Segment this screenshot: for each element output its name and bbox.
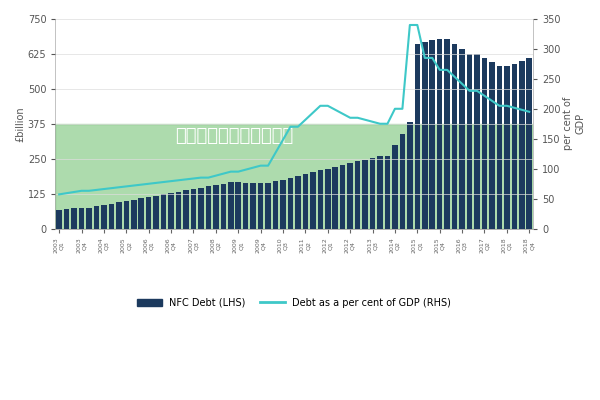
Y-axis label: £billion: £billion [15,106,25,142]
Bar [86,208,92,228]
Y-axis label: per cent of
GDP: per cent of GDP [563,97,585,150]
Bar [370,158,376,228]
Bar [176,192,181,228]
Bar [519,61,524,228]
Bar [183,190,189,228]
Bar [287,178,293,228]
Bar [340,165,346,228]
Bar [362,160,368,228]
Bar [355,161,361,228]
Bar [422,42,428,228]
Bar [526,58,532,228]
Bar [139,198,144,228]
Bar [474,54,480,228]
Bar [191,189,196,228]
Bar [332,167,338,228]
Bar [154,196,159,228]
Bar [250,183,256,228]
Bar [445,38,450,228]
Bar [161,194,166,228]
Bar [302,174,308,228]
Bar [109,204,114,228]
Bar [407,122,413,228]
Bar [280,180,286,228]
Bar [258,183,263,228]
Bar [512,64,517,228]
Bar [310,172,316,228]
Bar [243,183,248,228]
Text: 狮文化传承基地揭牌仪式: 狮文化传承基地揭牌仪式 [175,127,293,145]
Bar [452,44,457,228]
Bar [347,163,353,228]
Bar [206,186,211,228]
Bar [489,62,495,228]
Bar [228,182,233,228]
Bar [482,58,487,228]
Bar [497,66,502,228]
Bar [467,54,472,228]
Bar [392,145,398,228]
Text: 正规炒股配资网站 钟村街鸿翔学校举行青少年龙: 正规炒股配资网站 钟村街鸿翔学校举行青少年龙 [65,106,297,124]
Bar [459,49,465,228]
Bar [273,182,278,228]
Bar [437,38,442,228]
Bar [430,40,435,228]
Bar [385,156,390,228]
Bar [265,183,271,228]
Bar [101,205,107,228]
Bar [198,188,204,228]
Bar [79,208,85,228]
Bar [71,208,77,228]
Bar [325,169,331,228]
Legend: NFC Debt (LHS), Debt as a per cent of GDP (RHS): NFC Debt (LHS), Debt as a per cent of GD… [133,294,455,312]
Bar [94,206,99,228]
Bar [415,44,420,228]
Bar [213,185,218,228]
Bar [131,200,137,228]
Bar [146,197,151,228]
Bar [504,66,509,228]
Bar [116,202,122,228]
Bar [235,182,241,228]
Bar [295,176,301,228]
Bar [64,209,70,228]
Bar [56,210,62,228]
Bar [124,201,129,228]
Bar [400,134,405,228]
Bar [221,184,226,228]
Bar [317,170,323,228]
Bar [168,193,174,228]
Bar [377,156,383,228]
Bar [55,124,533,228]
